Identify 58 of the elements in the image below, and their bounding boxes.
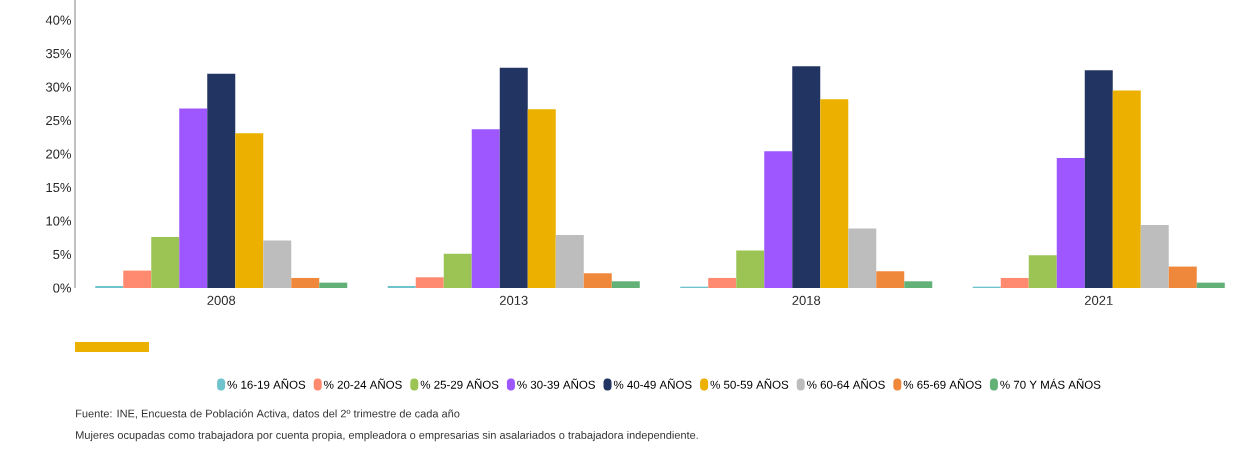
bar xyxy=(1140,225,1169,288)
bar xyxy=(1028,255,1057,288)
bar xyxy=(555,235,584,288)
x-tick-label: 2021 xyxy=(1084,295,1113,305)
bar xyxy=(1056,158,1085,288)
y-tick-label: 20% xyxy=(46,149,72,159)
bar xyxy=(820,99,849,288)
legend-label: % 30-39 AÑOS xyxy=(517,378,595,389)
y-tick-label: 25% xyxy=(46,115,72,126)
bar xyxy=(499,67,528,288)
bar xyxy=(904,281,933,288)
bar xyxy=(151,237,180,288)
legend-label: % 16-19 AÑOS xyxy=(227,378,306,389)
bar xyxy=(415,277,444,288)
y-tick-label: 40% xyxy=(45,15,72,25)
bar xyxy=(708,277,737,288)
bar xyxy=(291,277,320,288)
y-tick-label: 30% xyxy=(45,82,72,92)
bar xyxy=(263,240,292,288)
bar xyxy=(527,109,556,288)
legend-label: % 25-29 AÑOS xyxy=(420,378,499,389)
x-tick-label: 2018 xyxy=(792,295,821,305)
y-tick-label: 15% xyxy=(46,182,72,193)
bar xyxy=(179,108,208,288)
y-tick-label: 35% xyxy=(45,48,72,59)
bar xyxy=(95,285,124,288)
legend-label: % 50-59 AÑOS xyxy=(710,378,789,389)
bar xyxy=(1168,266,1197,288)
bar xyxy=(387,285,416,288)
x-tick-label: 2008 xyxy=(207,295,236,305)
text: Mujeres ocupadas como trabajadora por cuenta propia, empleadora o empresarias sin asalariados o trabajadora independiente. xyxy=(76,430,698,442)
bar xyxy=(848,228,877,288)
bar xyxy=(611,281,640,288)
y-tick-label: 0% xyxy=(53,283,72,293)
bar xyxy=(1084,70,1113,288)
y-tick-label: 5% xyxy=(53,249,72,260)
legend-label: % 40-49 AÑOS xyxy=(613,378,692,389)
bar xyxy=(319,282,348,288)
bar xyxy=(235,133,264,288)
bar xyxy=(876,271,905,288)
legend-label: % 60-64 AÑOS xyxy=(807,378,885,389)
bar xyxy=(583,273,612,288)
y-tick-label: 10% xyxy=(46,216,72,226)
bar xyxy=(764,151,793,288)
source-note: Fuente: INE, Encuesta de Población Activa, datos del 2º trimestre de cada año xyxy=(76,409,460,419)
bar xyxy=(443,253,472,288)
bar xyxy=(1196,282,1225,288)
x-tick-label: 2013 xyxy=(499,295,528,305)
bar xyxy=(123,270,152,288)
bar xyxy=(207,73,236,288)
bar xyxy=(471,129,500,288)
bar xyxy=(736,250,765,288)
bar xyxy=(792,66,821,288)
legend-label: % 20-24 AÑOS xyxy=(324,378,402,389)
bar xyxy=(1000,277,1029,288)
legend-label: % 65-69 AÑOS xyxy=(903,378,982,389)
legend-label: % 70 Y MÁS AÑOS xyxy=(1000,378,1101,389)
bar xyxy=(1112,90,1141,288)
